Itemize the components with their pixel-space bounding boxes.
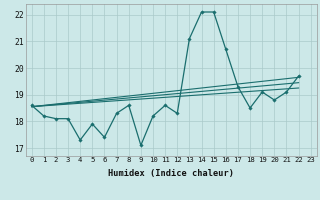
X-axis label: Humidex (Indice chaleur): Humidex (Indice chaleur) (108, 169, 234, 178)
